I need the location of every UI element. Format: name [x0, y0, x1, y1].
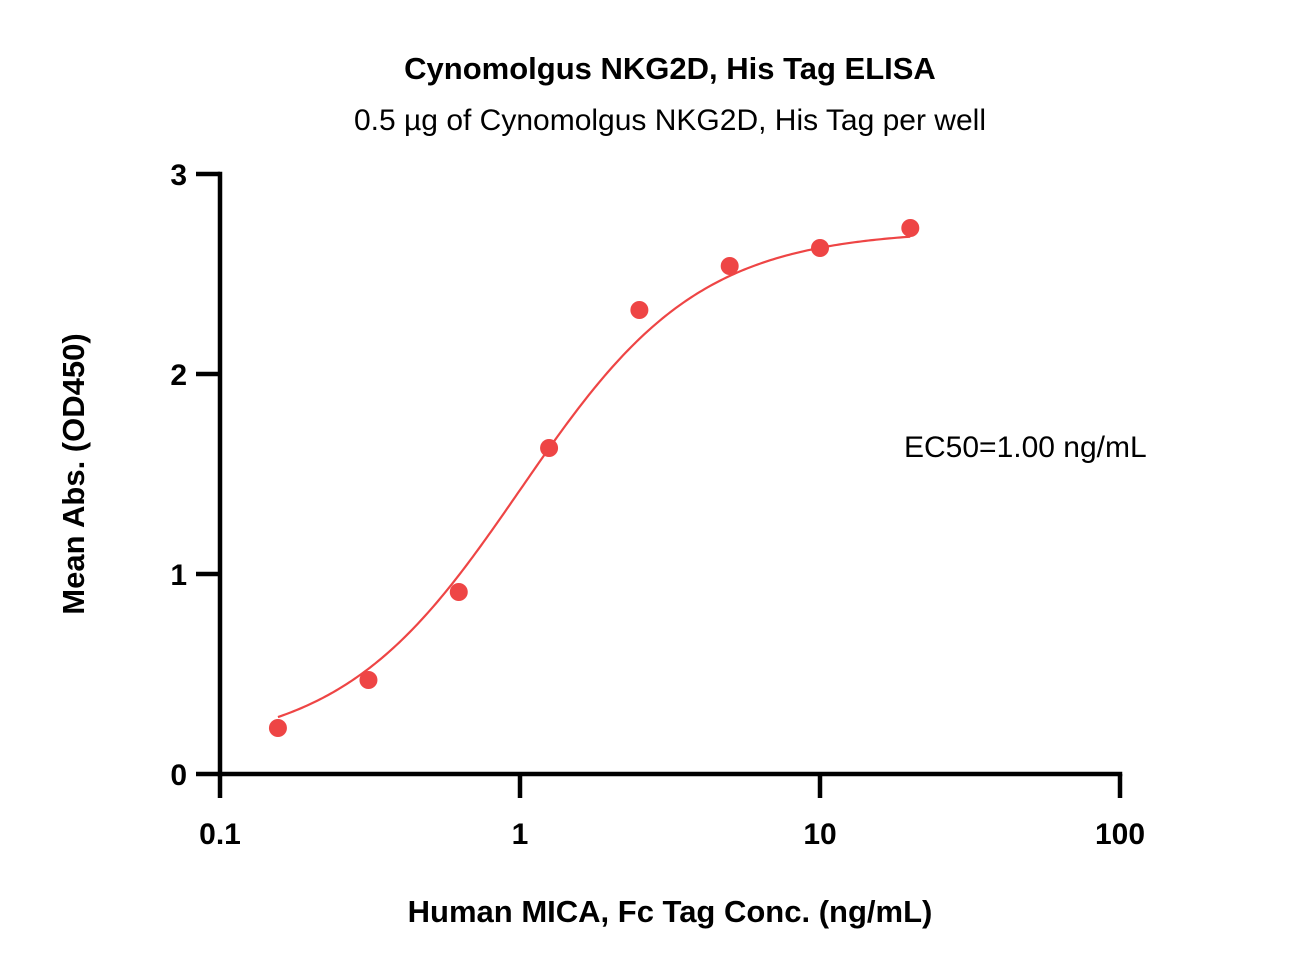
data-point: [359, 671, 378, 689]
chart-subtitle: 0.5 µg of Cynomolgus NKG2D, His Tag per …: [354, 104, 986, 137]
y-ticks: 0 1 2 3: [170, 159, 220, 792]
data-point: [268, 719, 287, 737]
chart-title: Cynomolgus NKG2D, His Tag ELISA: [404, 51, 936, 86]
fit-curve: [277, 235, 911, 719]
data-point: [720, 257, 739, 275]
y-tick-label: 0: [170, 759, 187, 792]
ec50-annotation: EC50=1.00 ng/mL: [904, 431, 1147, 464]
axes: [217, 171, 1123, 777]
data-points: [268, 219, 920, 737]
data-point: [449, 583, 468, 601]
data-point: [901, 219, 920, 237]
x-ticks: 0.1 1 10 100: [199, 774, 1145, 851]
data-point: [540, 439, 559, 457]
y-tick-label: 1: [170, 559, 187, 592]
x-tick-label: 0.1: [199, 818, 241, 851]
data-point: [630, 301, 649, 319]
y-tick-label: 2: [170, 359, 187, 392]
y-tick-label: 3: [170, 159, 187, 192]
y-axis-label: Mean Abs. (OD450): [56, 333, 91, 614]
x-axis-label: Human MICA, Fc Tag Conc. (ng/mL): [408, 894, 933, 929]
data-point: [811, 239, 829, 257]
x-tick-label: 10: [803, 818, 836, 851]
x-tick-label: 100: [1095, 818, 1145, 851]
x-tick-label: 1: [512, 818, 529, 851]
